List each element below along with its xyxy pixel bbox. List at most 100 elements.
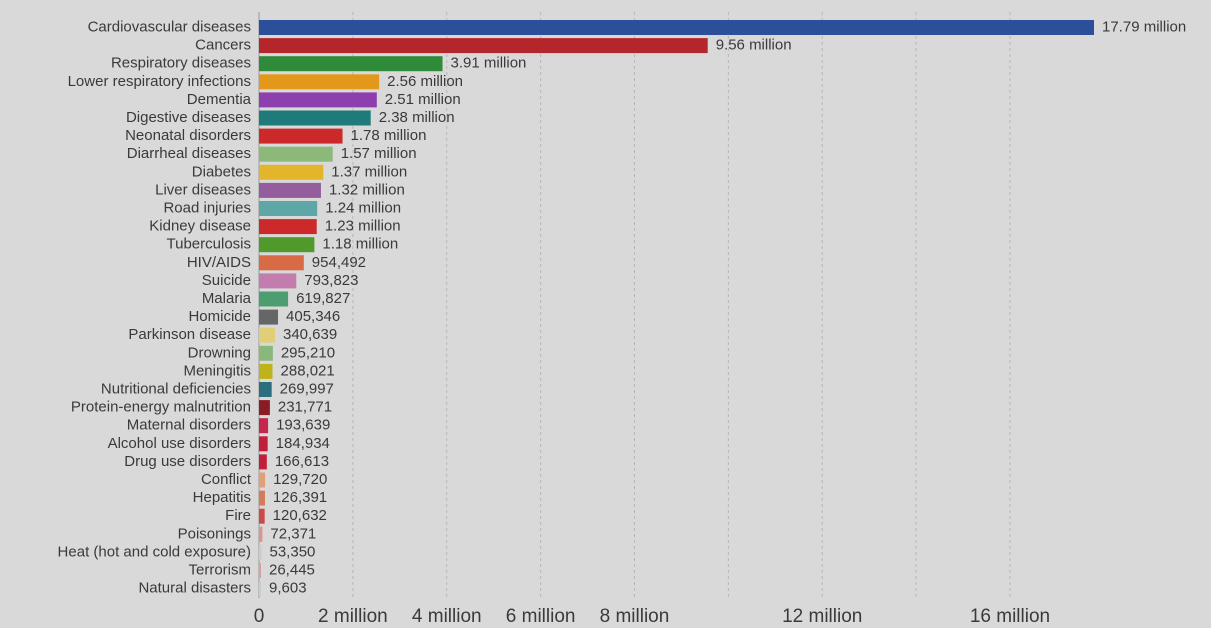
value-label-17: 340,639: [283, 326, 337, 343]
bar-10: [259, 201, 318, 216]
gridlines: [258, 12, 1011, 598]
bar-18: [259, 345, 273, 361]
category-label-3: Lower respiratory infections: [68, 73, 251, 90]
value-label-20: 269,997: [280, 380, 334, 397]
value-label-1: 9.56 million: [716, 37, 792, 54]
category-label-16: Homicide: [188, 308, 251, 325]
bar-17: [259, 327, 275, 343]
value-label-31: 9,603: [269, 580, 307, 597]
bar-9: [259, 182, 321, 198]
bar-14: [259, 273, 297, 289]
bar-24: [259, 454, 267, 470]
bar-2: [259, 56, 443, 72]
bar-28: [259, 526, 263, 542]
value-label-23: 184,934: [276, 435, 330, 452]
bar-26: [259, 490, 265, 506]
value-label-0: 17.79 million: [1102, 18, 1186, 35]
bar-6: [259, 128, 343, 144]
bar-22: [259, 418, 269, 434]
category-label-9: Liver diseases: [155, 181, 251, 198]
value-label-30: 26,445: [269, 561, 315, 578]
bar-23: [259, 436, 268, 452]
category-label-1: Cancers: [195, 37, 251, 54]
category-label-26: Hepatitis: [193, 489, 251, 506]
bar-3: [259, 74, 380, 90]
x-tick-label-6: 16 million: [970, 606, 1050, 627]
category-label-27: Fire: [225, 507, 251, 524]
bar-13: [259, 255, 304, 271]
value-label-6: 1.78 million: [351, 127, 427, 144]
bar-5: [259, 110, 371, 126]
category-label-15: Malaria: [202, 290, 252, 307]
category-label-4: Dementia: [187, 91, 252, 108]
bar-1: [259, 38, 708, 54]
bar-30: [259, 563, 261, 578]
value-label-7: 1.57 million: [341, 145, 417, 162]
value-label-10: 1.24 million: [325, 199, 401, 216]
category-label-20: Nutritional deficiencies: [101, 380, 251, 397]
value-label-24: 166,613: [275, 453, 329, 470]
category-label-11: Kidney disease: [149, 218, 251, 235]
value-label-22: 193,639: [276, 417, 330, 434]
value-label-11: 1.23 million: [325, 218, 401, 235]
bar-21: [259, 400, 270, 416]
category-label-2: Respiratory diseases: [111, 55, 251, 72]
bar-8: [259, 164, 324, 180]
bar-7: [259, 146, 333, 162]
bar-12: [259, 237, 315, 253]
value-label-8: 1.37 million: [331, 163, 407, 180]
value-label-19: 288,021: [281, 362, 335, 379]
bar-31: [259, 581, 261, 597]
x-tick-label-1: 2 million: [318, 606, 388, 627]
bar-16: [259, 309, 279, 325]
bar-27: [259, 508, 265, 524]
bar-19: [259, 363, 273, 379]
category-label-21: Protein-energy malnutrition: [71, 399, 251, 416]
bar-11: [259, 219, 317, 235]
bars: [259, 20, 1094, 597]
category-labels: Cardiovascular diseases CancersRespirator…: [58, 18, 252, 596]
bar-0: [259, 20, 1094, 35]
category-label-24: Drug use disorders: [124, 453, 251, 470]
x-tick-label-5: 12 million: [782, 606, 862, 627]
value-label-3: 2.56 million: [387, 73, 463, 90]
x-axis-tick-labels: 0 2 million 4 million 6 million 8 million 12 …: [254, 606, 1050, 627]
category-label-29: Heat (hot and cold exposure): [58, 543, 251, 560]
category-label-23: Alcohol use disorders: [108, 435, 251, 452]
value-label-9: 1.32 million: [329, 181, 405, 198]
category-label-8: Diabetes: [192, 163, 251, 180]
bar-4: [259, 92, 377, 108]
category-label-12: Tuberculosis: [167, 236, 251, 253]
category-label-22: Maternal disorders: [127, 417, 251, 434]
category-label-19: Meningitis: [183, 362, 251, 379]
bar-29: [259, 544, 262, 560]
category-label-7: Diarrheal diseases: [127, 145, 251, 162]
category-label-10: Road injuries: [163, 199, 251, 216]
value-label-13: 954,492: [312, 254, 366, 271]
category-label-30: Terrorism: [189, 561, 252, 578]
category-label-25: Conflict: [201, 471, 252, 488]
value-label-14: 793,823: [304, 272, 358, 289]
x-tick-label-3: 6 million: [506, 606, 576, 627]
x-tick-label-4: 8 million: [600, 606, 670, 627]
value-label-29: 53,350: [270, 543, 316, 560]
value-label-5: 2.38 million: [379, 109, 455, 126]
x-tick-label-2: 4 million: [412, 606, 482, 627]
category-label-5: Digestive diseases: [126, 109, 251, 126]
value-label-27: 120,632: [273, 507, 327, 524]
x-tick-label-0: 0: [254, 606, 265, 627]
value-label-12: 1.18 million: [322, 236, 398, 253]
category-label-18: Drowning: [188, 344, 251, 361]
category-label-0: Cardiovascular diseases: [88, 18, 251, 35]
category-label-31: Natural disasters: [138, 580, 251, 597]
category-label-17: Parkinson disease: [128, 326, 251, 343]
category-label-13: HIV/AIDS: [187, 254, 251, 271]
category-label-28: Poisonings: [178, 525, 251, 542]
value-label-4: 2.51 million: [385, 91, 461, 108]
value-label-16: 405,346: [286, 308, 340, 325]
bar-25: [259, 472, 266, 488]
value-label-18: 295,210: [281, 344, 335, 361]
value-label-28: 72,371: [270, 525, 316, 542]
value-label-26: 126,391: [273, 489, 327, 506]
